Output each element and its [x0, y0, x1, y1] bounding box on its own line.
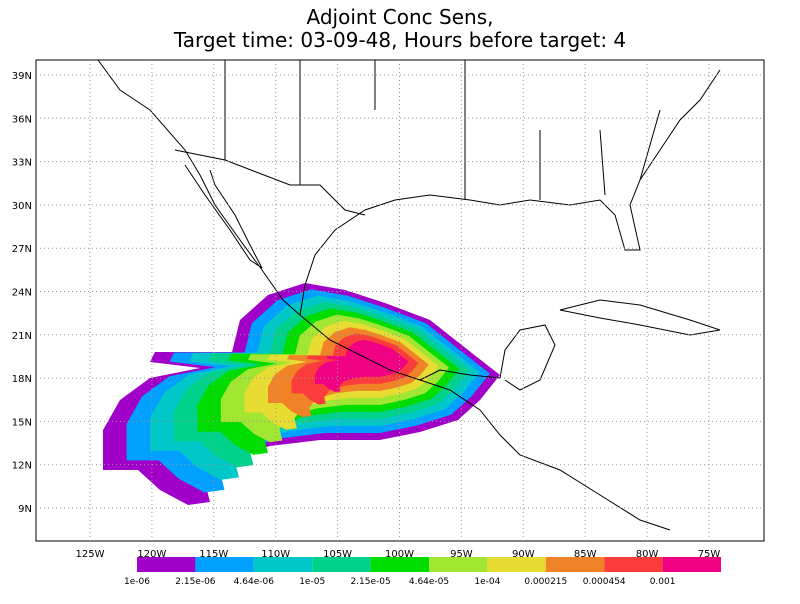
lon-label: 75W — [698, 549, 721, 560]
colorbar-label: 4.64e-05 — [409, 577, 449, 587]
title-line-1: Adjoint Conc Sens, — [307, 5, 494, 29]
lon-label: 125W — [76, 549, 105, 560]
lat-label: 18N — [12, 374, 32, 385]
gulf-coast — [299, 69, 721, 316]
lat-label: 36N — [12, 114, 32, 125]
lon-label: 115W — [199, 549, 228, 560]
colorbar-swatch — [487, 557, 546, 572]
lon-label: 80W — [636, 549, 659, 560]
cuba-coast — [559, 299, 721, 336]
lat-label: 39N — [12, 71, 32, 82]
colorbar-label: 1e-05 — [299, 577, 325, 587]
lat-label: 27N — [12, 244, 32, 255]
lat-label: 9N — [18, 504, 32, 515]
colorbar-label: 0.000215 — [524, 577, 567, 587]
colorbar-swatch — [545, 557, 605, 572]
colorbar-swatch — [429, 557, 488, 572]
lat-label: 21N — [12, 331, 32, 342]
lon-label: 90W — [512, 549, 535, 560]
colorbar: 1e-06 2.15e-06 4.64e-06 1e-05 2.15e-05 4.64e-… — [124, 557, 721, 587]
lon-label: 120W — [137, 549, 166, 560]
colorbar-swatch — [137, 557, 196, 572]
lat-label: 33N — [12, 158, 32, 169]
colorbar-label: 0.001 — [650, 577, 676, 587]
lon-label: 100W — [385, 549, 414, 560]
lat-label: 30N — [12, 201, 32, 212]
border — [174, 149, 366, 216]
lon-label: 85W — [574, 549, 597, 560]
title-line-2: Target time: 03-09-48, Hours before targ… — [173, 28, 626, 52]
graticule: 125W 120W 115W 110W 105W 100W 95W 90W 85W 80W 75W 3… — [12, 60, 764, 560]
lat-label: 15N — [12, 417, 32, 428]
lon-label: 105W — [323, 549, 352, 560]
contour-band — [315, 339, 409, 393]
lat-label: 12N — [12, 461, 32, 472]
colorbar-label: 1e-06 — [124, 577, 150, 587]
colorbar-swatch — [604, 557, 663, 572]
colorbar-label: 2.15e-06 — [175, 577, 216, 587]
lon-label: 110W — [261, 549, 290, 560]
baja-coast — [184, 164, 263, 269]
colorbar-label: 2.15e-05 — [350, 577, 390, 587]
coastline — [97, 59, 671, 531]
coastlines — [97, 59, 721, 531]
lat-label: 24N — [12, 288, 32, 299]
colorbar-label: 4.64e-06 — [234, 577, 275, 587]
colorbar-swatch — [662, 557, 721, 572]
colorbar-label: 0.000454 — [583, 577, 626, 587]
colorbar-swatch — [370, 557, 429, 572]
colorbar-swatch — [195, 557, 254, 572]
colorbar-label: 1e-04 — [474, 577, 500, 587]
yucatan-coast — [419, 324, 556, 391]
colorbar-swatch — [253, 557, 313, 572]
sensitivity-field — [103, 283, 500, 505]
us-states — [224, 60, 661, 200]
lon-label: 95W — [450, 549, 473, 560]
colorbar-swatch — [312, 557, 371, 572]
